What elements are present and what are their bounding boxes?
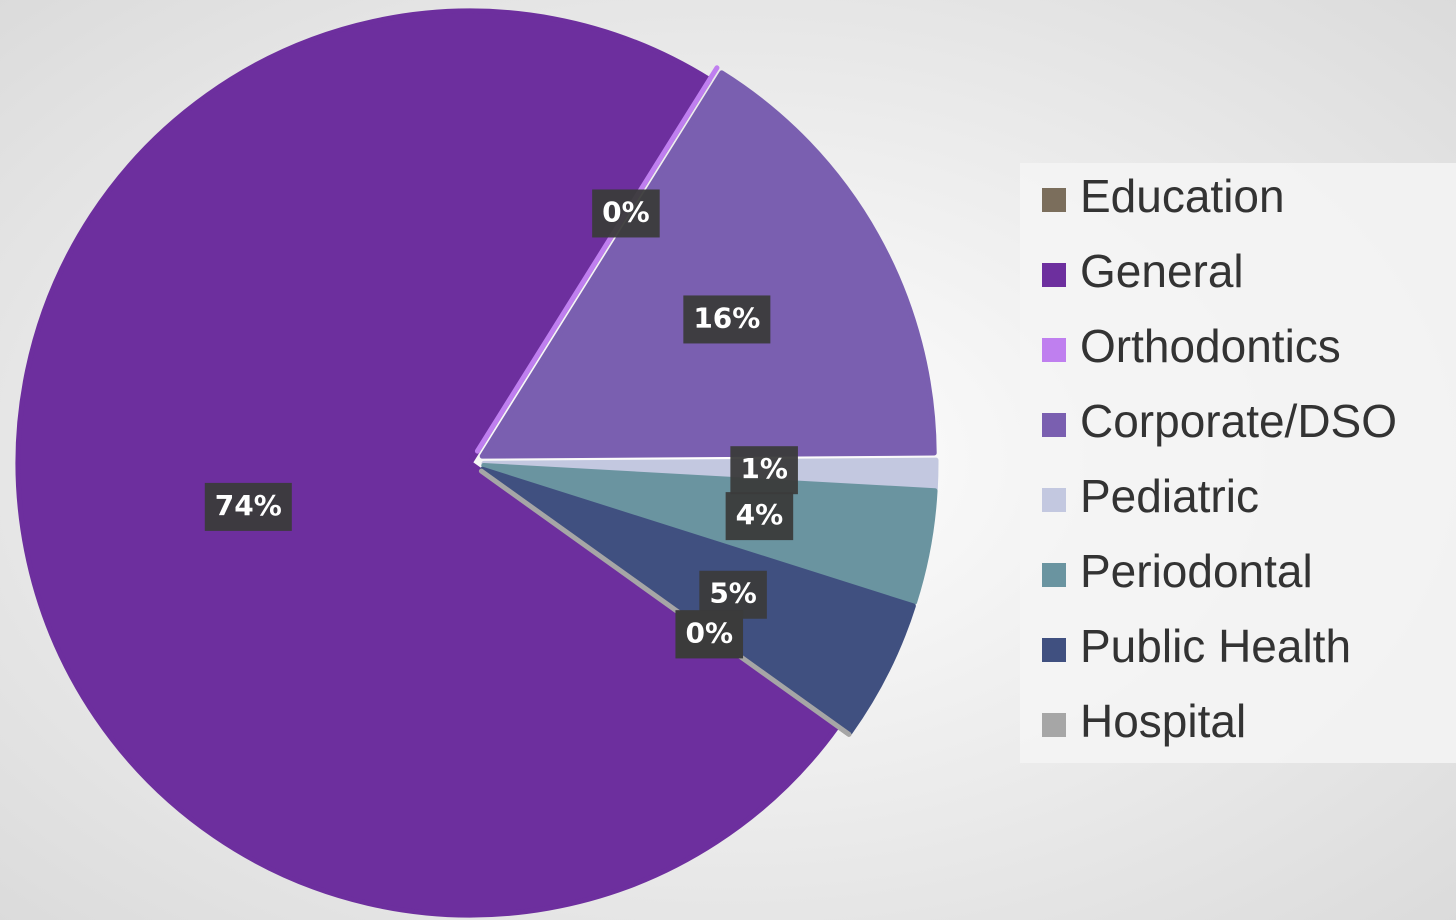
data-labels: 0%74%0%16%1%4%5%0% — [204, 189, 798, 659]
data-label: 74% — [215, 489, 282, 522]
legend-swatch — [1042, 413, 1066, 437]
legend-swatch — [1042, 638, 1066, 662]
legend-swatch — [1042, 188, 1066, 212]
pie-slice — [480, 466, 916, 735]
legend-label: Pediatric — [1080, 470, 1259, 522]
pie-slice — [479, 70, 937, 459]
data-label: 4% — [736, 498, 784, 531]
legend-label: Periodontal — [1080, 545, 1313, 597]
data-label-box — [675, 610, 744, 659]
data-label: 0% — [602, 195, 650, 228]
legend: Education General Orthodontics Corporate/DS… — [1042, 170, 1397, 747]
legend-label: Education — [1080, 170, 1285, 222]
data-label: 5% — [709, 577, 757, 610]
pie-slice — [474, 65, 720, 454]
data-label-box — [204, 482, 292, 531]
data-label: 0% — [685, 616, 733, 649]
pie — [15, 8, 939, 918]
legend-label: Public Health — [1080, 620, 1351, 672]
legend-label: General — [1080, 245, 1244, 297]
pie-slice — [15, 8, 841, 918]
legend-swatch — [1042, 338, 1066, 362]
data-label-box — [725, 492, 794, 541]
data-label: 1% — [740, 452, 788, 485]
pie-slice — [481, 463, 938, 605]
data-label: 16% — [693, 301, 760, 334]
legend-label: Hospital — [1080, 695, 1246, 747]
legend-label: Corporate/DSO — [1080, 395, 1397, 447]
data-label-box — [683, 295, 771, 344]
legend-swatch — [1042, 263, 1066, 287]
legend-box — [1020, 163, 1456, 763]
legend-swatch — [1042, 488, 1066, 512]
pie-slice — [478, 468, 852, 737]
legend-label: Orthodontics — [1080, 320, 1341, 372]
legend-swatch — [1042, 563, 1066, 587]
data-label-box — [592, 189, 660, 238]
data-label-box — [730, 446, 798, 495]
legend-swatch — [1042, 713, 1066, 737]
